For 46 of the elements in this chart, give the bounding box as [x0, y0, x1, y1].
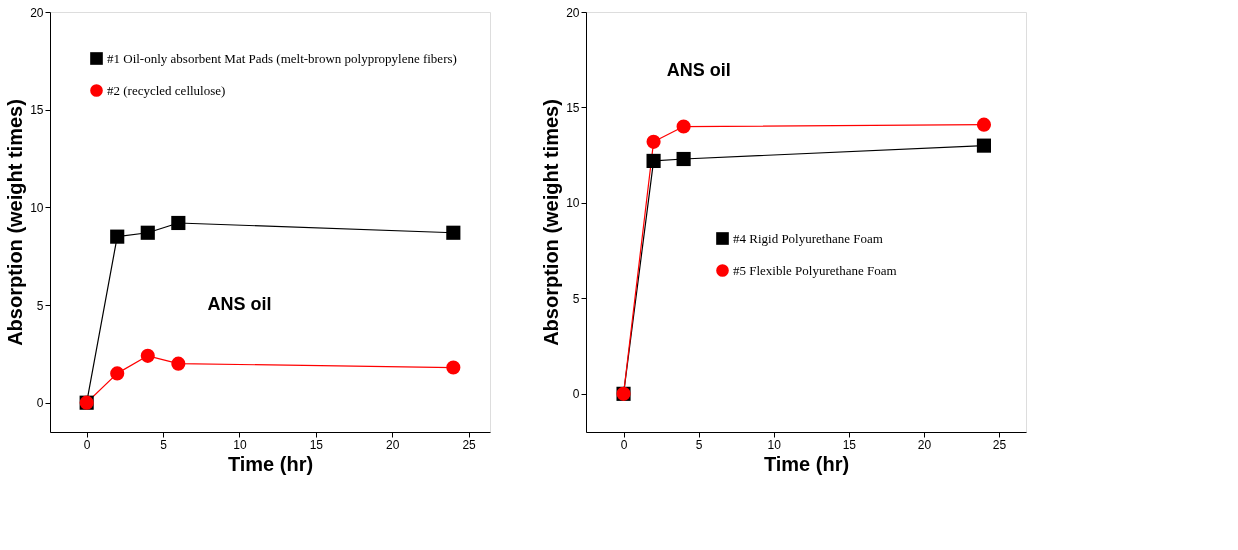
x-tick-label: 5: [160, 437, 168, 452]
y-tick-label: 20: [30, 5, 44, 20]
legend-label: #2 (recycled cellulose): [107, 82, 226, 98]
x-tick-label: 10: [767, 437, 782, 452]
point: [976, 117, 992, 132]
point: [646, 153, 661, 168]
x-tick-label: 25: [462, 437, 477, 452]
point: [140, 225, 155, 240]
legend-label: #5 Flexible Polyurethane Foam: [733, 262, 897, 278]
legend-label: #1 Oil-only absorbent Mat Pads (melt-brown polypropylene fibers): [107, 50, 457, 66]
point: [446, 360, 461, 375]
y-tick-label: 15: [30, 103, 44, 118]
point: [676, 151, 691, 167]
x-tick-label: 5: [695, 437, 703, 452]
y-tick-label: 5: [572, 291, 580, 306]
point: [976, 138, 992, 153]
annotation: ANS oil: [666, 60, 731, 81]
y-tick-label: 15: [566, 100, 580, 115]
point: [646, 134, 661, 149]
x-tick-label: 15: [842, 437, 857, 452]
x-tick-label: 0: [83, 437, 91, 452]
y-axis-title: Absorption (weight times): [4, 99, 27, 346]
x-tick-label: 0: [620, 437, 628, 452]
x-tick-label: 25: [992, 437, 1007, 452]
y-tick-label: 10: [30, 200, 44, 215]
y-tick-label: 20: [566, 5, 580, 20]
y-axis-title: Absorption (weight times): [540, 99, 563, 346]
point: [110, 229, 125, 244]
x-tick-label: 10: [233, 437, 247, 452]
y-tick-label: 10: [566, 196, 580, 211]
point: [140, 348, 155, 363]
legend-label: #4 Rigid Polyurethane Foam: [733, 230, 883, 246]
y-tick-label: 0: [36, 396, 44, 411]
point: [110, 366, 125, 381]
point: [446, 225, 461, 240]
point: [676, 119, 691, 134]
x-tick-label: 20: [386, 437, 400, 452]
annotation: ANS oil: [207, 294, 272, 315]
x-axis-title: Time (hr): [763, 452, 850, 475]
x-tick-label: 20: [917, 437, 932, 452]
point: [171, 356, 186, 371]
y-tick-label: 0: [572, 387, 580, 402]
y-tick-label: 5: [36, 298, 44, 313]
point: [171, 215, 186, 231]
x-axis-title: Time (hr): [227, 452, 314, 475]
x-tick-label: 15: [309, 437, 324, 452]
